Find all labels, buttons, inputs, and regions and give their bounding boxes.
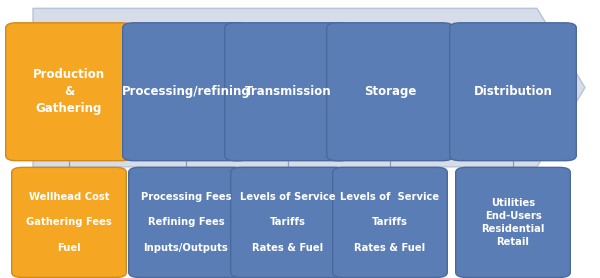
FancyBboxPatch shape [123, 23, 250, 161]
FancyBboxPatch shape [332, 167, 448, 277]
FancyBboxPatch shape [128, 167, 244, 277]
FancyBboxPatch shape [224, 23, 351, 161]
Text: Production
&
Gathering: Production & Gathering [33, 68, 105, 115]
Text: Wellhead Cost

Gathering Fees

Fuel: Wellhead Cost Gathering Fees Fuel [26, 192, 112, 253]
FancyBboxPatch shape [450, 23, 576, 161]
Text: Distribution: Distribution [473, 85, 553, 98]
FancyBboxPatch shape [6, 23, 133, 161]
Text: Utilities
End-Users
Residential
Retail: Utilities End-Users Residential Retail [481, 198, 545, 247]
Text: Transmission: Transmission [245, 85, 331, 98]
Text: Levels of  Service

Tariffs

Rates & Fuel: Levels of Service Tariffs Rates & Fuel [340, 192, 440, 253]
FancyBboxPatch shape [12, 167, 127, 277]
FancyBboxPatch shape [230, 167, 346, 277]
Polygon shape [33, 8, 585, 167]
Text: Processing Fees

Refining Fees

Inputs/Outputs: Processing Fees Refining Fees Inputs/Out… [141, 192, 231, 253]
FancyBboxPatch shape [326, 23, 454, 161]
Text: Processing/refining: Processing/refining [122, 85, 250, 98]
FancyBboxPatch shape [456, 167, 570, 277]
Text: Storage: Storage [364, 85, 416, 98]
Text: Levels of Service

Tariffs

Rates & Fuel: Levels of Service Tariffs Rates & Fuel [240, 192, 336, 253]
